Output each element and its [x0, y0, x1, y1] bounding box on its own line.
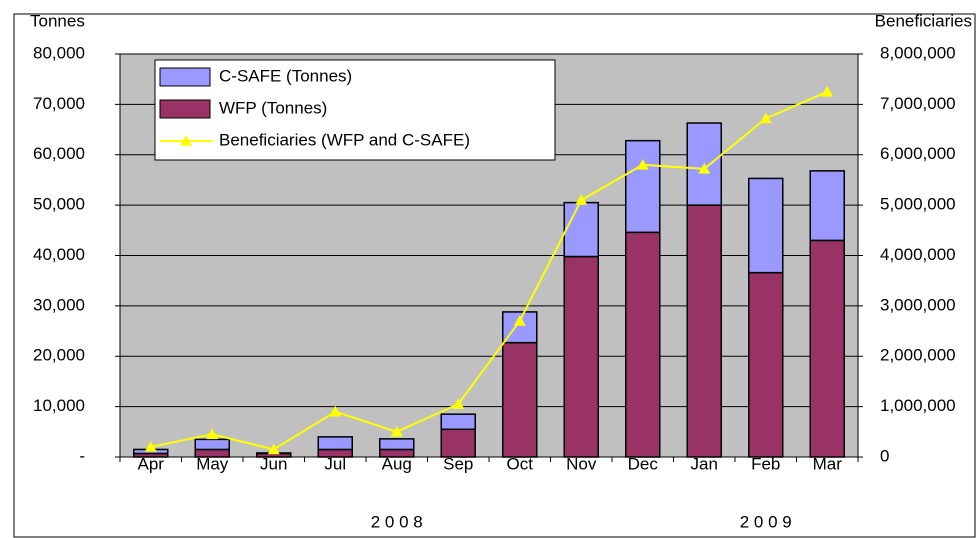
y-tick-label: 30,000 [33, 295, 85, 314]
bar [502, 341, 538, 458]
line-marker [821, 85, 834, 97]
bar [809, 170, 845, 242]
x-tick-label: Feb [751, 454, 780, 473]
line-marker [267, 443, 280, 455]
x-tick-label: Jul [324, 454, 346, 473]
x-tick-label: May [196, 454, 229, 473]
line-marker [698, 162, 711, 174]
line-marker [575, 194, 588, 205]
line-marker [513, 314, 526, 326]
x-tick-label: Nov [566, 454, 597, 473]
y2-tick-label: 5,000,000 [880, 195, 956, 214]
y2-axis-label: Beneficiaries [875, 11, 972, 30]
x-tick-label: Mar [813, 454, 843, 473]
y2-tick-label: 0 [880, 446, 889, 465]
legend-label: C-SAFE (Tonnes) [219, 66, 352, 85]
group-label: 2 0 0 9 [740, 512, 792, 531]
bar [317, 448, 353, 458]
y-tick-label: 70,000 [33, 94, 85, 113]
bar [317, 436, 353, 451]
y2-tick-label: 6,000,000 [880, 144, 956, 163]
line-marker [452, 398, 465, 409]
bar [563, 255, 599, 458]
x-tick-label: Sep [443, 454, 473, 473]
y-tick-label: 10,000 [33, 396, 85, 415]
line-marker [206, 428, 219, 440]
bar [194, 448, 230, 458]
legend-swatch [159, 67, 211, 87]
legend-box [154, 59, 556, 161]
legend-swatch [159, 99, 211, 119]
y2-tick-label: 4,000,000 [880, 245, 956, 264]
line-marker [390, 425, 403, 437]
bar [440, 413, 476, 431]
bar [563, 201, 599, 258]
bar [748, 177, 784, 274]
bar [194, 438, 230, 451]
bar [809, 239, 845, 458]
bar [748, 271, 784, 458]
bar [625, 139, 661, 234]
bar [379, 448, 415, 458]
bar [379, 438, 415, 451]
y-tick-label: - [79, 446, 85, 465]
legend-label: Beneficiaries (WFP and C-SAFE) [219, 130, 470, 149]
y2-tick-label: 8,000,000 [880, 43, 956, 62]
x-tick-label: Jan [691, 454, 718, 473]
line-marker [636, 158, 649, 170]
line-marker [329, 405, 342, 417]
y2-tick-label: 1,000,000 [880, 396, 956, 415]
bar [440, 428, 476, 458]
legend-label: WFP (Tonnes) [219, 98, 327, 117]
y2-tick-label: 7,000,000 [880, 94, 956, 113]
y-tick-label: 20,000 [33, 346, 85, 365]
bar [686, 204, 722, 458]
legend-marker [180, 135, 192, 146]
y-tick-label: 40,000 [33, 245, 85, 264]
line-marker [144, 440, 157, 452]
line-marker [759, 112, 772, 124]
x-tick-label: Dec [628, 454, 659, 473]
x-tick-label: Aug [382, 454, 412, 473]
y2-tick-label: 2,000,000 [880, 346, 956, 365]
group-label: 2 0 0 8 [371, 512, 423, 531]
x-tick-label: Oct [507, 454, 534, 473]
x-tick-label: Apr [138, 454, 165, 473]
y-tick-label: 50,000 [33, 195, 85, 214]
y2-tick-label: 3,000,000 [880, 295, 956, 314]
bar [625, 231, 661, 458]
y-axis-label: Tonnes [30, 11, 85, 30]
line-series [150, 90, 828, 451]
y-tick-label: 80,000 [33, 43, 85, 62]
y-tick-label: 60,000 [33, 144, 85, 163]
x-tick-label: Jun [260, 454, 287, 473]
